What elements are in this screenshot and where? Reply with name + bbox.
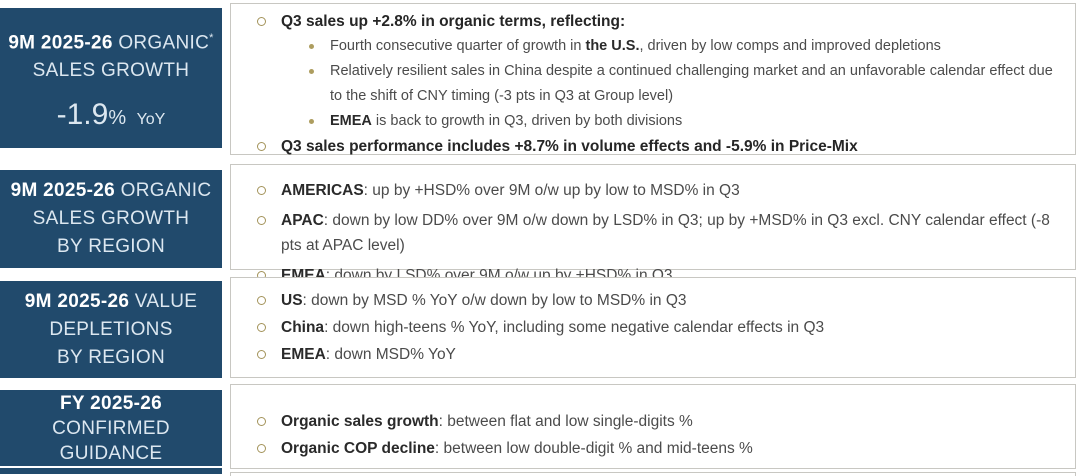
content-organic-sales-growth: Q3 sales up +2.8% in organic terms, refl… (230, 3, 1076, 155)
sub-bullet-us-growth: Fourth consecutive quarter of growth in … (330, 38, 941, 54)
bullet-q3-sales: Q3 sales up +2.8% in organic terms, refl… (281, 13, 626, 30)
dot-bullet-icon (309, 44, 314, 49)
bullet-organic-cop-guidance: Organic COP decline: between low double-… (281, 440, 753, 457)
sub-bullet-emea: EMEA is back to growth in Q3, driven by … (330, 113, 683, 129)
list-item: Relatively resilient sales in China desp… (243, 59, 1061, 109)
circle-bullet-icon (257, 186, 266, 195)
label-title-line3: BY REGION (57, 346, 165, 368)
dot-bullet-icon (309, 119, 314, 124)
bullet-emea-depletions: EMEA: down MSD% YoY (281, 346, 456, 363)
bullet-americas: AMERICAS: up by +HSD% over 9M o/w up by … (281, 182, 740, 199)
bullet-china-depletions: China: down high-teens % YoY, including … (281, 319, 825, 336)
list-item: Organic sales growth: between flat and l… (243, 409, 1061, 434)
list-item: Organic COP decline: between low double-… (243, 436, 1061, 461)
circle-bullet-icon (257, 323, 266, 332)
metric-unit: YoY (136, 111, 166, 129)
circle-bullet-icon (257, 142, 266, 151)
list-item: APAC: down by low DD% over 9M o/w down b… (243, 208, 1061, 258)
label-confirmed-guidance: FY 2025-26 CONFIRMED GUIDANCE (0, 390, 222, 466)
bullet-volume-pricemix: Q3 sales performance includes +8.7% in v… (281, 138, 858, 155)
list-item: EMEA: down MSD% YoY (243, 342, 1061, 367)
content-confirmed-guidance: Organic sales growth: between flat and l… (230, 384, 1076, 469)
label-title-line2: SALES GROWTH (32, 208, 190, 229)
label-title-line2: SALES GROWTH (32, 60, 190, 82)
bullet-us-depletions: US: down by MSD % YoY o/w down by low to… (281, 292, 687, 309)
list-item: Fourth consecutive quarter of growth in … (243, 34, 1061, 59)
list-item: AMERICAS: up by +HSD% over 9M o/w up by … (243, 178, 1061, 203)
label-title-line2: DEPLETIONS (49, 318, 173, 340)
label-title-line1: 9M 2025-26 ORGANIC (11, 177, 212, 205)
label-title-line3: GUIDANCE (59, 442, 163, 464)
dot-bullet-icon (309, 69, 314, 74)
list-item: US: down by MSD % YoY o/w down by low to… (243, 288, 1061, 313)
metric-value: -1.9 (56, 98, 109, 132)
label-growth-by-region: 9M 2025-26 ORGANIC SALES GROWTH BY REGIO… (0, 170, 222, 268)
circle-bullet-icon (257, 216, 266, 225)
label-period: 9M 2025-26 (24, 290, 130, 312)
bullet-apac: APAC: down by low DD% over 9M o/w down b… (281, 212, 1050, 254)
list-item: China: down high-teens % YoY, including … (243, 315, 1061, 340)
label-title-word: ORGANIC (120, 180, 212, 201)
label-period: 9M 2025-26 (10, 180, 116, 201)
label-organic-sales-growth: 9M 2025-26 ORGANIC* SALES GROWTH -1.9% Y… (0, 8, 222, 148)
footnote-asterisk: * (209, 31, 214, 44)
next-row-content-cutoff (230, 472, 1076, 476)
bullet-organic-sales-guidance: Organic sales growth: between flat and l… (281, 413, 693, 430)
label-period: 9M 2025-26 (8, 32, 113, 54)
label-title-line2: CONFIRMED (52, 417, 170, 439)
label-title-line3: BY REGION (57, 236, 165, 257)
circle-bullet-icon (257, 350, 266, 359)
metric-percent-sign: % (108, 107, 127, 130)
circle-bullet-icon (257, 444, 266, 453)
next-row-label-cutoff (0, 468, 222, 474)
circle-bullet-icon (257, 296, 266, 305)
content-growth-by-region: AMERICAS: up by +HSD% over 9M o/w up by … (230, 164, 1076, 284)
label-title-word: ORGANIC (118, 32, 210, 54)
sub-bullet-china: Relatively resilient sales in China desp… (330, 63, 1053, 104)
circle-bullet-icon (257, 417, 266, 426)
label-period: FY 2025-26 (60, 392, 162, 414)
list-item: EMEA is back to growth in Q3, driven by … (243, 109, 1061, 134)
list-item: Q3 sales up +2.8% in organic terms, refl… (243, 9, 1061, 34)
organic-growth-metric: -1.9% YoY (57, 98, 166, 132)
circle-bullet-icon (257, 17, 266, 26)
label-title-line1: 9M 2025-26 VALUE (25, 288, 197, 316)
label-title-line1: FY 2025-26 (60, 391, 162, 416)
label-value-depletions: 9M 2025-26 VALUE DEPLETIONS BY REGION (0, 281, 222, 378)
content-value-depletions: US: down by MSD % YoY o/w down by low to… (230, 277, 1076, 378)
label-title-word: VALUE (134, 290, 198, 312)
list-item: Q3 sales performance includes +8.7% in v… (243, 134, 1061, 159)
label-title-line1: 9M 2025-26 ORGANIC* (8, 24, 213, 57)
